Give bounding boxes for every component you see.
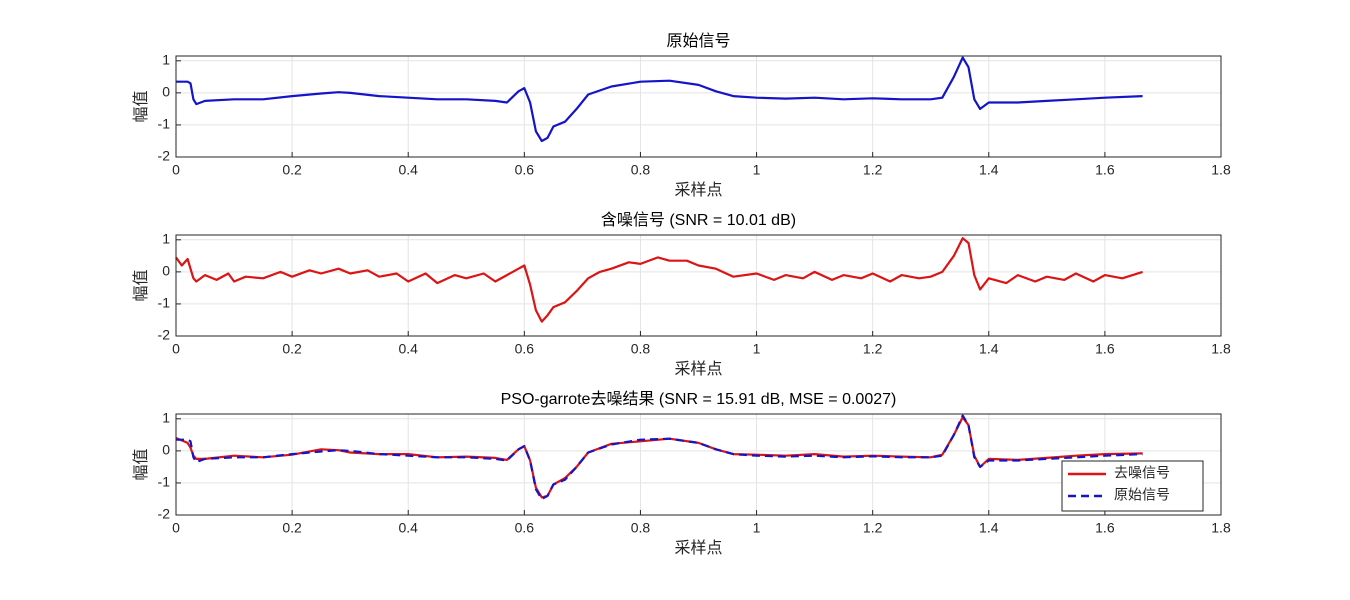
x-tick-label: 0.4 xyxy=(398,162,418,178)
y-tick-label: -2 xyxy=(158,327,171,343)
axes-background xyxy=(176,56,1221,157)
x-tick-label: 0.8 xyxy=(631,341,651,357)
x-tick-label: 1.8 xyxy=(1211,520,1231,536)
chart-title: 原始信号 xyxy=(666,32,730,50)
x-tick-label: 1 xyxy=(753,341,761,357)
x-tick-label: 1.6 xyxy=(1095,341,1115,357)
y-axis-label: 幅值 xyxy=(132,90,150,122)
x-tick-label: 0.8 xyxy=(631,162,651,178)
x-tick-label: 0.4 xyxy=(398,520,418,536)
y-tick-label: 1 xyxy=(162,231,170,247)
x-tick-label: 1.8 xyxy=(1211,341,1231,357)
legend-box xyxy=(1061,460,1204,512)
x-tick-label: 1.2 xyxy=(863,520,883,536)
y-tick-label: -1 xyxy=(158,295,171,311)
y-tick-label: 0 xyxy=(162,84,170,100)
x-tick-label: 0.8 xyxy=(631,520,651,536)
x-tick-label: 0.2 xyxy=(282,162,302,178)
x-tick-label: 0.2 xyxy=(282,341,302,357)
axes-frame xyxy=(175,234,1222,337)
legend-label: 去噪信号 xyxy=(1114,465,1170,481)
x-tick-label: 1.2 xyxy=(863,341,883,357)
legend-label: 原始信号 xyxy=(1114,487,1170,503)
x-tick-label: 0 xyxy=(172,341,180,357)
x-tick-label: 0.6 xyxy=(515,520,535,536)
x-tick-label: 1.6 xyxy=(1095,520,1115,536)
x-axis-label: 采样点 xyxy=(674,181,722,199)
x-tick-label: 1.4 xyxy=(979,162,999,178)
y-tick-label: 1 xyxy=(162,410,170,426)
x-tick-label: 0 xyxy=(172,162,180,178)
y-tick-label: 0 xyxy=(162,263,170,279)
y-tick-label: -2 xyxy=(158,148,171,164)
y-tick-label: -1 xyxy=(158,116,171,132)
y-tick-label: 1 xyxy=(162,52,170,68)
x-tick-label: 1.8 xyxy=(1211,162,1231,178)
x-tick-label: 1 xyxy=(753,162,761,178)
x-axis-label: 采样点 xyxy=(674,539,722,557)
x-tick-label: 1.4 xyxy=(979,341,999,357)
x-tick-label: 0.6 xyxy=(515,341,535,357)
x-tick-label: 0.4 xyxy=(398,341,418,357)
x-tick-label: 1.4 xyxy=(979,520,999,536)
series-line xyxy=(176,414,1143,501)
x-tick-label: 0.2 xyxy=(282,520,302,536)
chart-title: PSO-garrote去噪结果 (SNR = 15.91 dB, MSE = 0… xyxy=(501,390,897,408)
x-tick-label: 1 xyxy=(753,520,761,536)
x-tick-label: 1.6 xyxy=(1095,162,1115,178)
y-axis-label: 幅值 xyxy=(132,269,150,301)
y-axis-label: 幅值 xyxy=(132,448,150,480)
axes-background xyxy=(176,235,1221,336)
series-line xyxy=(175,237,1143,323)
chart-title: 含噪信号 (SNR = 10.01 dB) xyxy=(601,211,796,229)
y-tick-label: 0 xyxy=(162,442,170,458)
x-tick-label: 1.2 xyxy=(863,162,883,178)
x-tick-label: 0.6 xyxy=(515,162,535,178)
y-tick-label: -1 xyxy=(158,474,171,490)
axes-frame xyxy=(175,55,1222,158)
y-tick-label: -2 xyxy=(158,506,171,522)
axes-frame xyxy=(175,413,1222,516)
x-axis-label: 采样点 xyxy=(674,360,722,378)
series-line xyxy=(176,56,1143,143)
axes-background xyxy=(176,414,1221,515)
x-tick-label: 0 xyxy=(172,520,180,536)
